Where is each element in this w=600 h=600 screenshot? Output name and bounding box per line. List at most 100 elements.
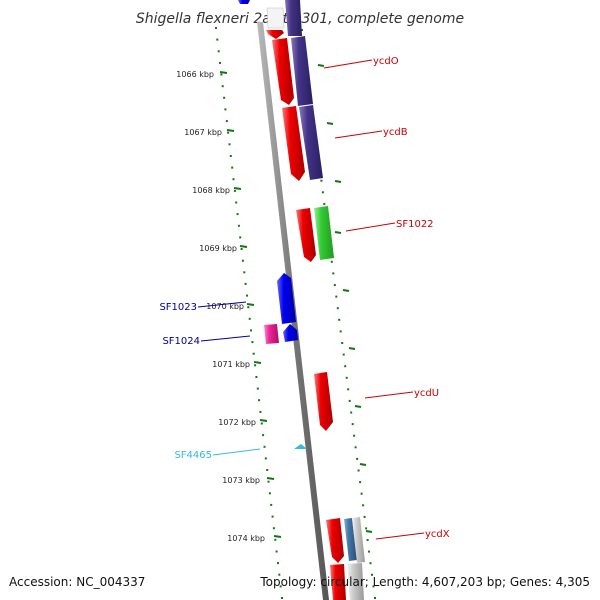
guide-dot	[278, 573, 281, 576]
guide-dot	[250, 329, 252, 332]
gene-arrow[interactable]	[264, 324, 279, 344]
gene-arrow[interactable]	[285, 0, 302, 36]
guide-dot	[323, 202, 326, 205]
tick-label: 1069 kbp	[199, 244, 237, 253]
guide-dot	[216, 38, 219, 41]
gene-label-SF1024[interactable]: SF1024	[162, 336, 200, 347]
guide-dot	[256, 387, 259, 390]
tick-mark	[259, 419, 268, 422]
gene-arrow[interactable]	[283, 324, 298, 342]
guide-dot	[275, 550, 278, 553]
leader-line	[375, 532, 425, 540]
gene-labels: ycdO ycdB SF1022 SF1023 SF1024 ycdU SF44…	[159, 56, 449, 540]
guide-dot	[259, 410, 262, 413]
accession-text: Accession: NC_004337	[9, 575, 146, 589]
tick-label: 1072 kbp	[218, 418, 256, 427]
guide-dot	[233, 189, 236, 192]
guide-dot	[354, 446, 357, 449]
gene-label-ycdX[interactable]: ycdX	[425, 529, 450, 540]
guide-dot	[247, 306, 250, 309]
guide-dot	[335, 295, 338, 298]
gene-arrow[interactable]	[314, 206, 334, 260]
tick-marks	[219, 64, 373, 538]
guide-dot	[252, 352, 255, 355]
gene-arrow[interactable]	[272, 38, 294, 105]
tick-label: 1071 kbp	[212, 360, 250, 369]
guide-dot	[339, 330, 342, 333]
genome-summary-text: Topology: circular; Length: 4,607,203 bp…	[260, 575, 590, 589]
guide-dot	[244, 282, 247, 285]
guide-dot	[360, 492, 363, 495]
guide-dot	[271, 515, 274, 518]
leader-line	[323, 59, 373, 69]
gene-arrow[interactable]	[344, 518, 357, 561]
guide-dot	[347, 388, 350, 391]
tick-label: 1068 kbp	[192, 186, 230, 195]
gene-arrow[interactable]	[282, 106, 305, 181]
leader-line	[345, 222, 396, 232]
tick-mark	[359, 463, 367, 466]
gene-arrow[interactable]	[347, 563, 364, 600]
guide-dot	[260, 422, 263, 425]
gene-label-ycdO[interactable]: ycdO	[373, 56, 399, 67]
gene-arrow[interactable]	[238, 0, 250, 4]
tick-mark	[266, 477, 275, 480]
gene-arrow[interactable]	[314, 372, 333, 431]
guide-dot	[353, 434, 356, 437]
gene-arrow[interactable]	[266, 30, 284, 39]
gene-arrow[interactable]	[294, 444, 307, 449]
gene-arrow[interactable]	[330, 564, 346, 600]
gene-arrow[interactable]	[291, 36, 313, 106]
guide-dot	[281, 597, 283, 599]
guide-dot	[272, 527, 275, 530]
tick-mark	[273, 535, 282, 538]
guide-dot	[235, 201, 238, 204]
guide-dot	[320, 179, 323, 182]
leader-line	[212, 448, 261, 456]
tick-labels: 1066 kbp 1067 kbp 1068 kbp 1069 kbp 1070…	[176, 70, 265, 543]
gene-arrow[interactable]	[299, 105, 323, 180]
guide-dot	[258, 399, 261, 402]
gene-arrow[interactable]	[326, 518, 344, 563]
guide-dot	[248, 317, 251, 320]
guide-dot	[262, 434, 265, 437]
gene-label-SF4465[interactable]: SF4465	[174, 450, 212, 461]
guide-dot	[270, 503, 273, 506]
gene-label-SF1023[interactable]: SF1023	[159, 302, 197, 313]
guide-dot	[356, 457, 359, 460]
gene-label-ycdB[interactable]: ycdB	[383, 127, 408, 138]
guide-dot	[266, 469, 269, 471]
guide-dot	[371, 573, 373, 576]
label-leaders	[197, 59, 425, 540]
guide-dot	[321, 191, 324, 194]
gene-features	[238, 0, 365, 600]
guide-dot	[223, 96, 226, 99]
guide-dot	[219, 61, 221, 64]
tick-mark	[233, 187, 242, 190]
guide-dot	[344, 365, 347, 368]
gene-arrow[interactable]	[277, 273, 296, 324]
gene-label-ycdU[interactable]: ycdU	[414, 388, 439, 399]
guide-dot	[254, 364, 257, 367]
guide-dot	[332, 272, 335, 275]
guide-dot	[345, 376, 348, 379]
guide-dot	[240, 248, 243, 250]
tick-label: 1067 kbp	[184, 128, 222, 137]
guide-dot	[224, 108, 227, 111]
guide-dot	[231, 166, 234, 169]
gene-label-SF1022[interactable]: SF1022	[396, 219, 434, 230]
tick-mark	[317, 64, 325, 67]
tick-mark	[219, 71, 228, 74]
gene-arrow[interactable]	[352, 517, 365, 563]
guide-dot	[227, 131, 230, 134]
guide-dot	[232, 178, 235, 181]
tick-mark	[226, 129, 235, 132]
gene-arrow[interactable]	[296, 208, 316, 262]
guide-dot	[368, 550, 370, 553]
gene-arrow[interactable]	[266, 7, 285, 29]
guide-dot	[239, 236, 242, 239]
guide-dot	[365, 527, 368, 530]
guide-dot	[359, 481, 362, 484]
guide-dot	[237, 224, 240, 227]
